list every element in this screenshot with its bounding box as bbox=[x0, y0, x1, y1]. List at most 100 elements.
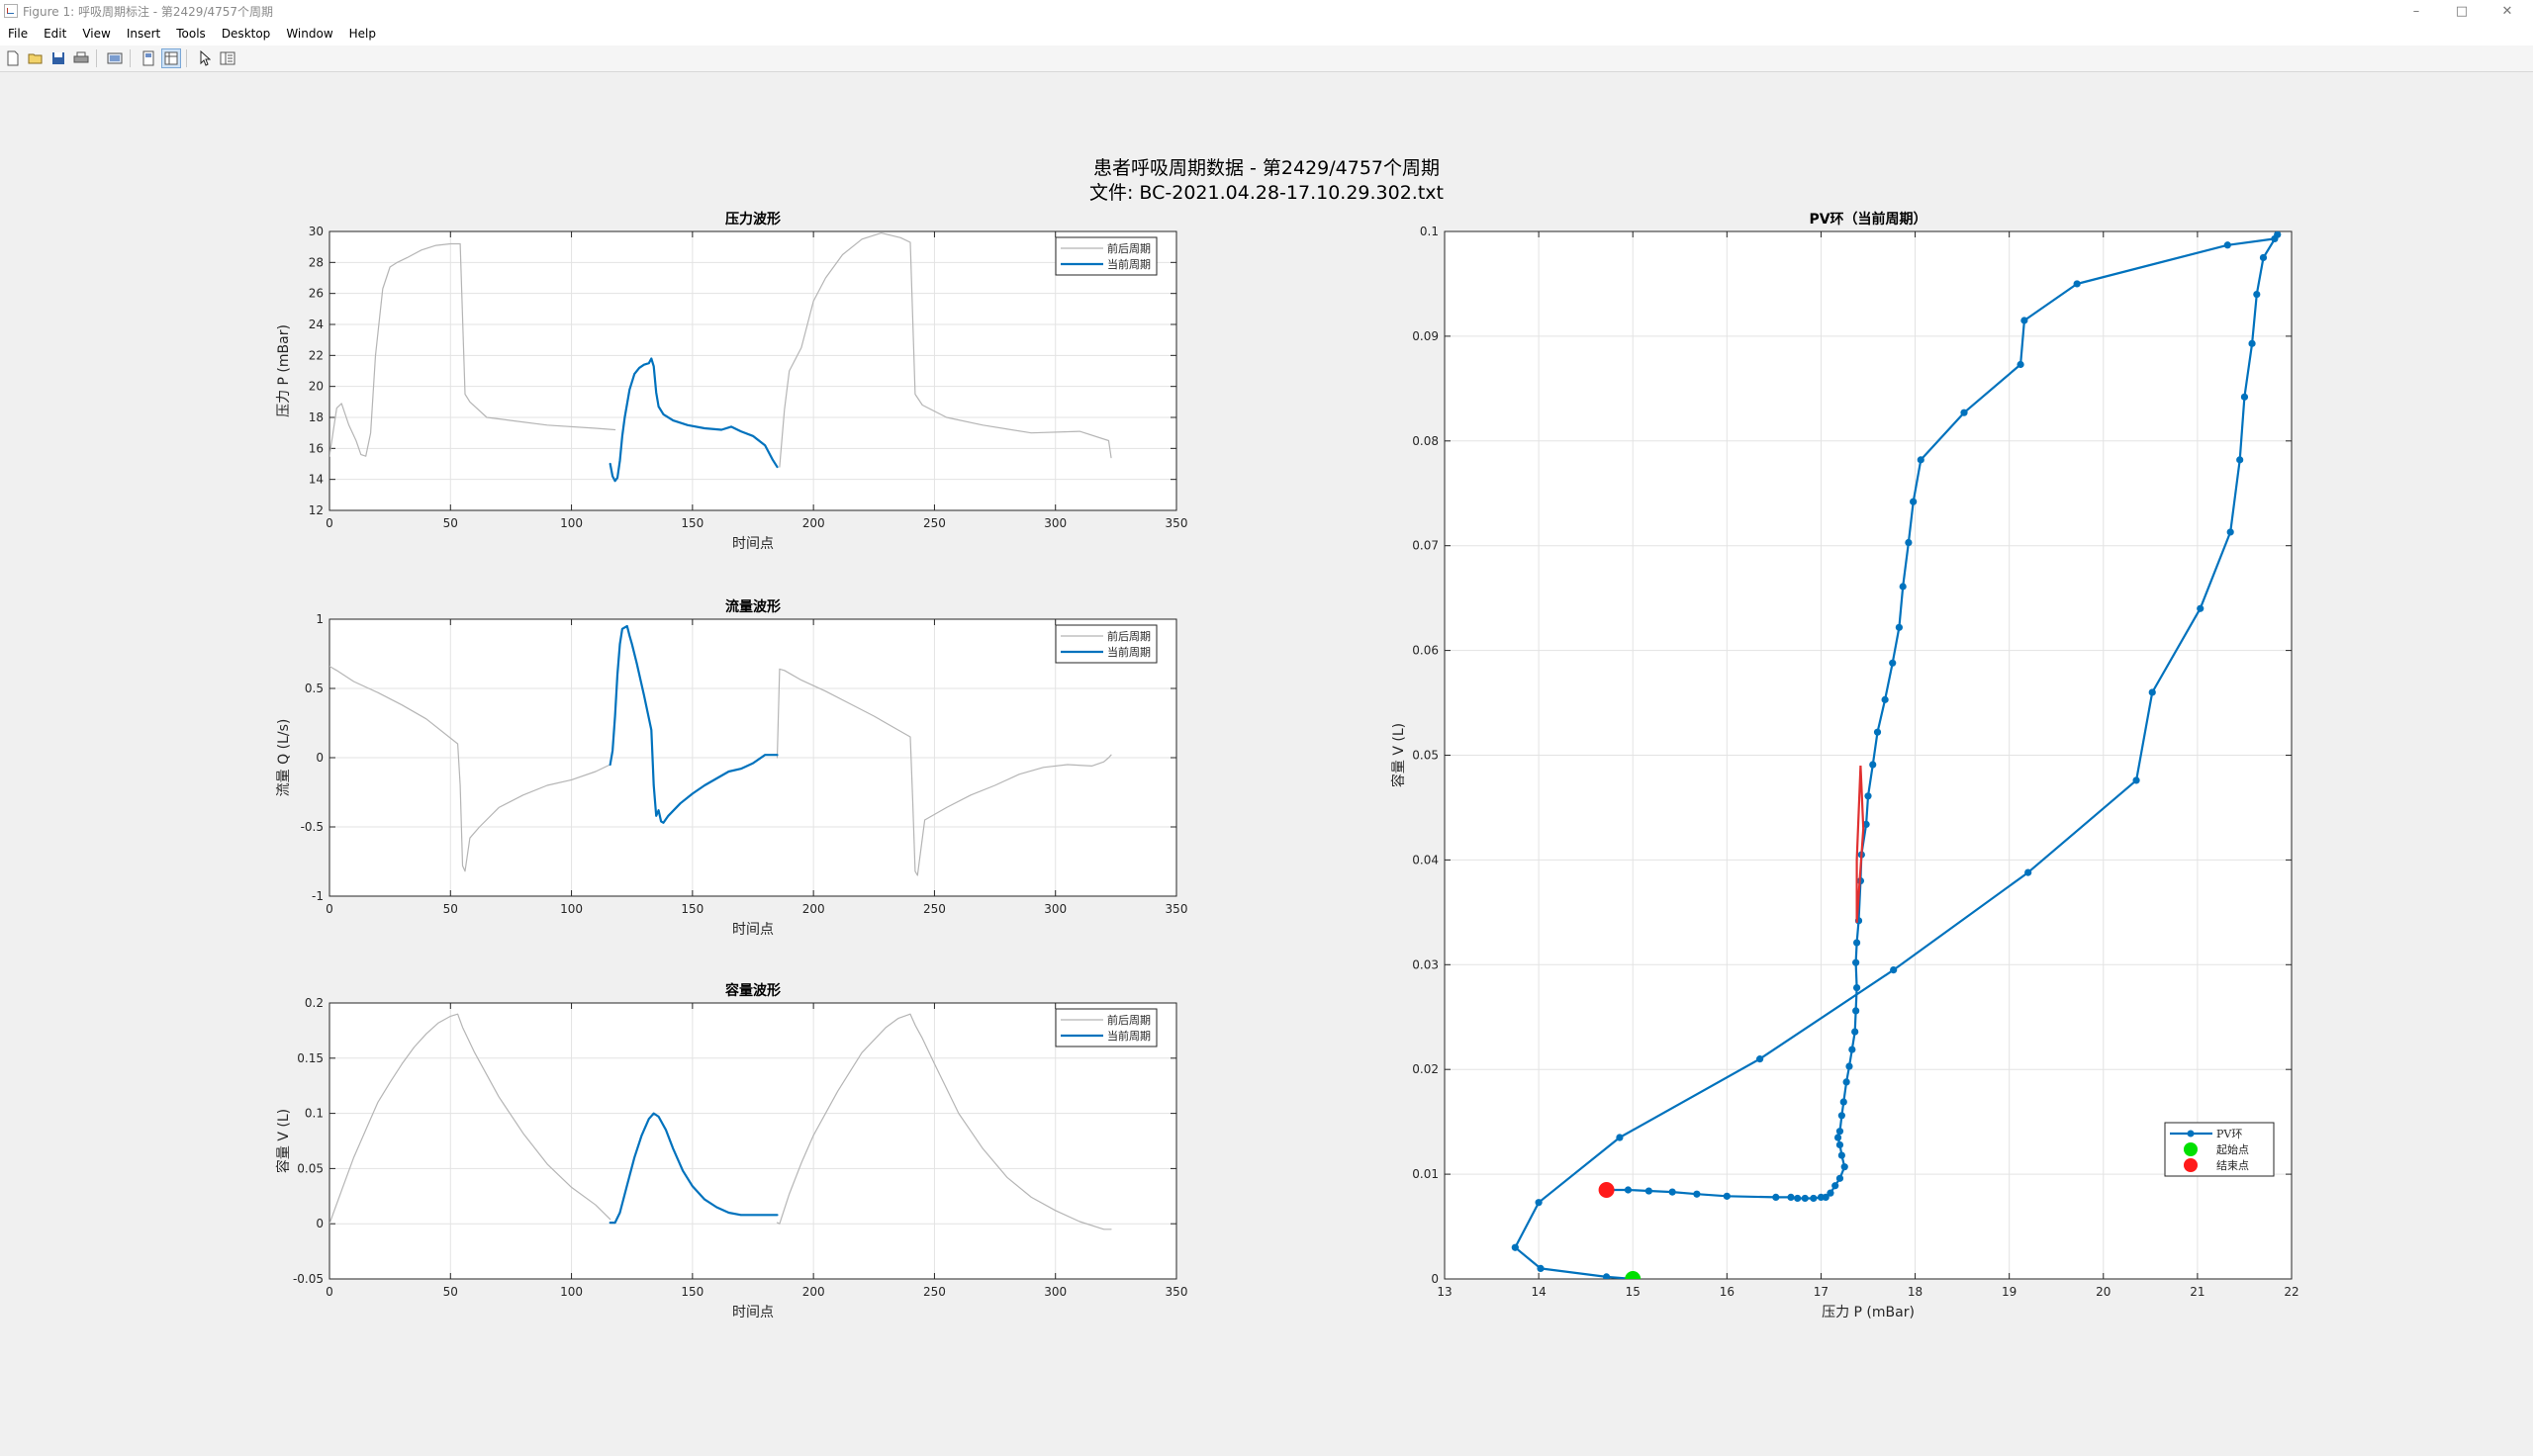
x-tick-label: 350 bbox=[1166, 516, 1188, 530]
y-axis-label: 流量 Q (L/s) bbox=[276, 719, 292, 797]
tangent-line bbox=[1855, 766, 1865, 923]
pv-point bbox=[1889, 659, 1897, 667]
y-tick-label: 0.15 bbox=[297, 1051, 324, 1065]
plot-browser-icon[interactable] bbox=[218, 48, 237, 68]
print-icon[interactable] bbox=[71, 48, 91, 68]
save-icon[interactable] bbox=[48, 48, 68, 68]
dock-icon[interactable] bbox=[139, 48, 158, 68]
menu-tools[interactable]: Tools bbox=[176, 27, 206, 41]
pointer-icon[interactable] bbox=[195, 48, 215, 68]
property-editor-icon[interactable] bbox=[161, 48, 181, 68]
series-line-previous bbox=[329, 1013, 611, 1225]
x-tick-label: 0 bbox=[326, 902, 333, 916]
chart-title: PV环（当前周期） bbox=[1809, 211, 1926, 228]
close-button[interactable]: ✕ bbox=[2501, 3, 2513, 19]
y-tick-label: 0.5 bbox=[305, 682, 324, 695]
menu-desktop[interactable]: Desktop bbox=[221, 27, 271, 41]
y-tick-label: 16 bbox=[309, 441, 324, 455]
pv-point bbox=[1537, 1264, 1545, 1273]
pv-point bbox=[1869, 761, 1877, 769]
x-tick-label: 19 bbox=[2002, 1285, 2017, 1299]
y-tick-label: 22 bbox=[309, 348, 324, 362]
chart-4: 13 14 15 16 17 18 19 20 21 22 0 0.01 0.02 0.03 0.04 0.0… bbox=[1390, 211, 2299, 1320]
pv-point bbox=[1899, 583, 1907, 591]
pv-point bbox=[1616, 1134, 1624, 1141]
minimize-button[interactable]: – bbox=[2412, 3, 2420, 19]
y-tick-label: -0.5 bbox=[301, 820, 324, 834]
figure-title-line2: 文件: BC-2021.04.28-17.10.29.302.txt bbox=[1089, 182, 1444, 204]
menu-insert[interactable]: Insert bbox=[126, 27, 161, 41]
pv-point bbox=[1831, 1182, 1839, 1190]
series-line-current bbox=[609, 1112, 779, 1225]
menu-help[interactable]: Help bbox=[348, 27, 376, 41]
pv-point bbox=[2132, 776, 2140, 784]
pv-point bbox=[1511, 1243, 1519, 1251]
pv-point bbox=[1862, 820, 1870, 828]
pv-point bbox=[1873, 728, 1882, 736]
x-tick-label: 15 bbox=[1626, 1285, 1641, 1299]
menu-view[interactable]: View bbox=[82, 27, 111, 41]
legend-label: 前后周期 bbox=[1107, 629, 1151, 643]
y-axis-label: 容量 V (L) bbox=[1390, 723, 1407, 787]
y-tick-label: 0.04 bbox=[1412, 853, 1439, 866]
pv-point bbox=[1835, 1128, 1844, 1136]
x-tick-label: 100 bbox=[560, 902, 583, 916]
x-tick-label: 250 bbox=[923, 1285, 946, 1299]
menu-edit[interactable]: Edit bbox=[44, 27, 67, 41]
x-tick-label: 200 bbox=[802, 516, 825, 530]
maximize-button[interactable]: □ bbox=[2455, 3, 2469, 19]
y-tick-label: 0.02 bbox=[1412, 1062, 1439, 1076]
legend-label: 结束点 bbox=[2216, 1159, 2249, 1172]
x-tick-label: 50 bbox=[443, 1285, 458, 1299]
y-tick-label: 14 bbox=[309, 473, 324, 487]
pv-point bbox=[1852, 983, 1861, 992]
figure-title-line1: 患者呼吸周期数据 - 第2429/4757个周期 bbox=[1093, 157, 1440, 179]
y-tick-label: 0.05 bbox=[1412, 749, 1439, 763]
matlab-figure-icon bbox=[4, 4, 18, 18]
pv-point bbox=[1535, 1199, 1543, 1207]
y-tick-label: 18 bbox=[309, 410, 324, 424]
x-tick-label: 16 bbox=[1720, 1285, 1735, 1299]
pv-point bbox=[1602, 1273, 1611, 1279]
x-axis-label: 压力 P (mBar) bbox=[1822, 1305, 1915, 1320]
pv-point bbox=[1693, 1190, 1701, 1198]
x-tick-label: 250 bbox=[923, 902, 946, 916]
pv-point bbox=[2240, 393, 2249, 401]
x-tick-label: 17 bbox=[1814, 1285, 1829, 1299]
x-tick-label: 200 bbox=[802, 902, 825, 916]
pv-point bbox=[1851, 1028, 1859, 1036]
start-point-marker bbox=[1625, 1271, 1642, 1279]
pv-point bbox=[1644, 1187, 1652, 1195]
print-preview-icon[interactable] bbox=[105, 48, 125, 68]
menu-window[interactable]: Window bbox=[286, 27, 333, 41]
legend-box bbox=[1055, 1008, 1158, 1047]
pv-point bbox=[1668, 1188, 1676, 1196]
legend-label: 前后周期 bbox=[1107, 1013, 1151, 1027]
y-tick-label: 0.01 bbox=[1412, 1167, 1439, 1181]
series-group bbox=[1511, 231, 2282, 1279]
x-tick-label: 22 bbox=[2284, 1285, 2298, 1299]
pv-point bbox=[1624, 1186, 1633, 1194]
pv-point bbox=[1835, 1140, 1844, 1149]
pv-point bbox=[1910, 498, 1918, 505]
legend-box bbox=[2164, 1122, 2275, 1177]
menu-file[interactable]: File bbox=[8, 27, 29, 41]
pv-point bbox=[2073, 280, 2081, 288]
legend-label: 起始点 bbox=[2216, 1142, 2249, 1156]
pv-point bbox=[1835, 1174, 1844, 1182]
x-tick-label: 100 bbox=[560, 1285, 583, 1299]
pv-point bbox=[1810, 1194, 1818, 1203]
legend-entry: PV环 bbox=[2170, 1128, 2242, 1140]
x-tick-label: 250 bbox=[923, 516, 946, 530]
pv-point bbox=[1864, 792, 1872, 800]
x-tick-label: 21 bbox=[2190, 1285, 2205, 1299]
open-file-icon[interactable] bbox=[26, 48, 46, 68]
y-tick-label: 0 bbox=[316, 751, 324, 765]
y-axis-label: 容量 V (L) bbox=[275, 1109, 292, 1173]
y-tick-label: 30 bbox=[309, 225, 324, 238]
y-tick-label: 20 bbox=[309, 380, 324, 394]
legend-entry: 起始点 bbox=[2184, 1142, 2249, 1156]
chart-3: 0 50 100 150 200 250 300 350-0.0500.050.10.150.… bbox=[275, 982, 1187, 1320]
new-figure-icon[interactable] bbox=[3, 48, 23, 68]
pv-point bbox=[2197, 604, 2205, 612]
